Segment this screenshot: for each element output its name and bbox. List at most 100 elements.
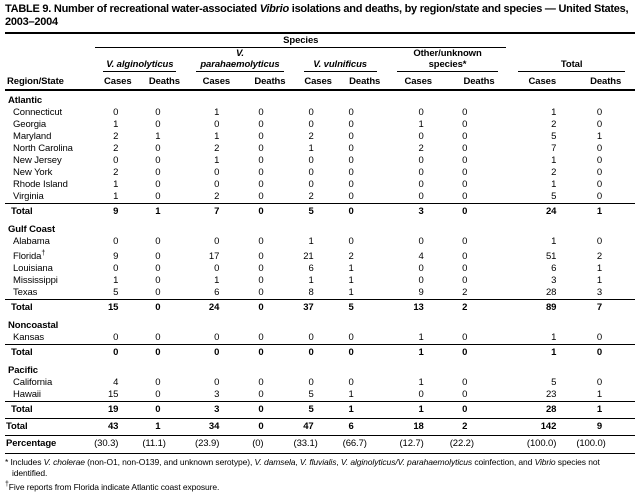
data-cell: 0 bbox=[462, 167, 468, 178]
data-cell: 0 bbox=[214, 179, 220, 190]
data-cell: 1 bbox=[596, 275, 602, 287]
table-row: Florida† 9 0 17 0 21 2 4 0 51 2 bbox=[5, 248, 635, 263]
group-label: V. alginolyticus bbox=[103, 59, 177, 72]
section-header-row: Atlantic bbox=[5, 90, 635, 107]
data-cell: 47 bbox=[293, 418, 343, 436]
data-cell: 0 bbox=[155, 107, 161, 118]
section-total-row: Total 0 0 0 0 0 0 1 0 1 0 bbox=[5, 344, 635, 362]
row-label: Total bbox=[5, 203, 94, 220]
data-cell: 0 bbox=[155, 251, 161, 263]
data-cell: 0 bbox=[155, 119, 161, 130]
data-cell: 0 bbox=[348, 332, 354, 344]
deaths-header: Deaths bbox=[246, 72, 294, 91]
row-label: Alabama bbox=[13, 236, 50, 247]
footnotes: * Includes V. cholerae (non-O1, non-O139… bbox=[5, 457, 637, 493]
data-cell: 0 bbox=[113, 263, 119, 275]
data-cell: 21 bbox=[303, 251, 314, 263]
data-cell: 3 bbox=[596, 287, 602, 299]
data-cell: 0 bbox=[596, 167, 602, 178]
data-cell: 18 bbox=[386, 418, 450, 436]
group-label: Other/unknown species* bbox=[396, 48, 499, 72]
data-cell: 5 bbox=[551, 191, 557, 202]
footnote: †Five reports from Florida indicate Atla… bbox=[5, 479, 637, 493]
data-cell: 1 bbox=[214, 107, 220, 118]
column-group-alginolyticus: V. alginolyticus bbox=[93, 48, 186, 72]
data-cell: 6 bbox=[308, 263, 314, 275]
data-cell: 7 bbox=[186, 203, 247, 220]
data-cell: 0 bbox=[462, 119, 468, 130]
data-cell: 0 bbox=[462, 131, 468, 142]
data-cell: 0 bbox=[462, 275, 468, 287]
row-label: Virginia bbox=[13, 191, 44, 202]
italic-text: V. cholerae bbox=[43, 457, 85, 468]
data-cell: 0 bbox=[462, 143, 468, 154]
data-cell: 0 bbox=[142, 344, 187, 362]
data-cell: 2 bbox=[348, 251, 354, 263]
data-cell: 0 bbox=[214, 377, 220, 389]
species-span-label: Species bbox=[95, 35, 507, 48]
row-label: North Carolina bbox=[13, 143, 73, 154]
data-cell: 0 bbox=[258, 107, 264, 118]
data-cell: 1 bbox=[386, 344, 450, 362]
table-row: New York 2 0 0 0 0 0 0 0 2 0 bbox=[5, 167, 635, 179]
data-cell: 0 bbox=[308, 377, 314, 389]
data-cell: (30.3) bbox=[93, 435, 143, 455]
data-cell: 0 bbox=[113, 236, 119, 247]
data-cell: 0 bbox=[155, 287, 161, 299]
data-cell: 0 bbox=[596, 236, 602, 247]
data-cell: 5 bbox=[293, 203, 343, 220]
data-cell: (66.7) bbox=[342, 435, 387, 455]
data-cell: 0 bbox=[155, 179, 161, 190]
italic-text: V. fluvialis bbox=[299, 457, 337, 468]
data-cell: 7 bbox=[551, 143, 557, 154]
section-header-row: Pacific bbox=[5, 361, 635, 377]
section-total-row: Total 19 0 3 0 5 1 1 0 28 1 bbox=[5, 401, 635, 419]
empty-cell bbox=[5, 48, 93, 72]
data-cell: 9 bbox=[113, 251, 119, 263]
cases-header: Cases bbox=[186, 72, 247, 91]
text-segment: TABLE 9. Number of recreational water-as… bbox=[5, 3, 260, 15]
data-cell: 1 bbox=[551, 332, 557, 344]
data-cell: 0 bbox=[308, 119, 314, 130]
data-cell: 1 bbox=[142, 418, 187, 436]
data-cell: 2 bbox=[596, 251, 602, 263]
data-cell: (100.0) bbox=[508, 435, 577, 455]
data-cell: 0 bbox=[576, 344, 635, 362]
data-cell: 5 bbox=[551, 131, 557, 142]
section-total-row: Total 15 0 24 0 37 5 13 2 89 7 bbox=[5, 299, 635, 317]
data-cell: 0 bbox=[348, 377, 354, 389]
data-cell: 0 bbox=[93, 344, 143, 362]
data-cell: 0 bbox=[113, 332, 119, 344]
data-cell: 1 bbox=[113, 191, 119, 202]
data-cell: 0 bbox=[596, 155, 602, 166]
data-cell: 0 bbox=[186, 344, 247, 362]
data-cell: 0 bbox=[462, 179, 468, 190]
text-segment: Includes bbox=[8, 457, 44, 468]
table-row: Texas 5 0 6 0 8 1 9 2 28 3 bbox=[5, 287, 635, 300]
table-row: New Jersey 0 0 1 0 0 0 0 0 1 0 bbox=[5, 155, 635, 167]
table-title: TABLE 9. Number of recreational water-as… bbox=[5, 3, 635, 29]
data-cell: 0 bbox=[258, 236, 264, 247]
empty-cell bbox=[5, 33, 93, 48]
group-label: V. vulnificus bbox=[303, 59, 377, 72]
data-cell: 2 bbox=[418, 143, 424, 154]
data-cell: 28 bbox=[508, 401, 577, 419]
data-cell: 1 bbox=[551, 236, 557, 247]
data-cell: 0 bbox=[462, 107, 468, 118]
data-cell: (11.1) bbox=[142, 435, 187, 455]
data-cell: 4 bbox=[418, 251, 424, 263]
data-cell: 2 bbox=[113, 131, 119, 142]
data-cell: 51 bbox=[545, 251, 557, 263]
text-segment: (non-O1, non-O139, and unknown serotype)… bbox=[84, 457, 255, 468]
row-label: Maryland bbox=[13, 131, 52, 142]
deaths-header: Deaths bbox=[576, 72, 635, 91]
column-group-total: Total bbox=[508, 48, 635, 72]
data-cell: 0 bbox=[142, 299, 187, 317]
deaths-header: Deaths bbox=[342, 72, 387, 91]
data-cell: 2 bbox=[449, 418, 509, 436]
row-label: Connecticut bbox=[13, 107, 63, 118]
table-row: Louisiana 0 0 0 0 6 1 0 0 6 1 bbox=[5, 263, 635, 275]
row-label: Total bbox=[5, 401, 94, 419]
data-cell: 1 bbox=[596, 131, 602, 142]
data-cell: 0 bbox=[258, 167, 264, 178]
